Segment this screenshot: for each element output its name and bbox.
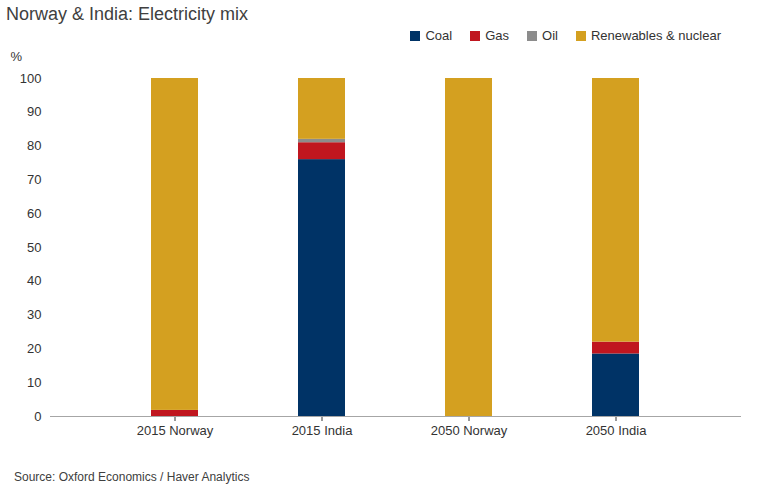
html-text:Norway & India: Electricity mi: Norway & India: Electricity mix <box>6 4 249 24</box>
html-text:Coal: Coal <box>425 28 453 43</box>
svg-text:0: 0 <box>34 409 41 424</box>
svg-text:50: 50 <box>27 240 41 255</box>
svg-text:40: 40 <box>27 273 41 288</box>
svg-text:100: 100 <box>20 71 42 86</box>
svg-text:2050 Norway: 2050 Norway <box>431 423 508 438</box>
svg-text:30: 30 <box>27 307 41 322</box>
svg-text:2015 India: 2015 India <box>292 423 353 438</box>
svg-text:10: 10 <box>27 375 41 390</box>
svg-text:20: 20 <box>27 341 41 356</box>
html-text:Source: Oxford Economics / Hav: Source: Oxford Economics / Haver Analyti… <box>14 470 250 484</box>
html-text:Oil: Oil <box>542 28 558 43</box>
svg-text:2050 India: 2050 India <box>586 423 647 438</box>
svg-text:2015 Norway: 2015 Norway <box>137 423 214 438</box>
svg-text:90: 90 <box>27 104 41 119</box>
svg-text:70: 70 <box>27 172 41 187</box>
svg-text:80: 80 <box>27 138 41 153</box>
html-text:Gas: Gas <box>485 28 509 43</box>
html-text:Renewables & nuclear: Renewables & nuclear <box>590 28 721 43</box>
svg-text:60: 60 <box>27 206 41 221</box>
svg-text:%: % <box>11 49 23 64</box>
